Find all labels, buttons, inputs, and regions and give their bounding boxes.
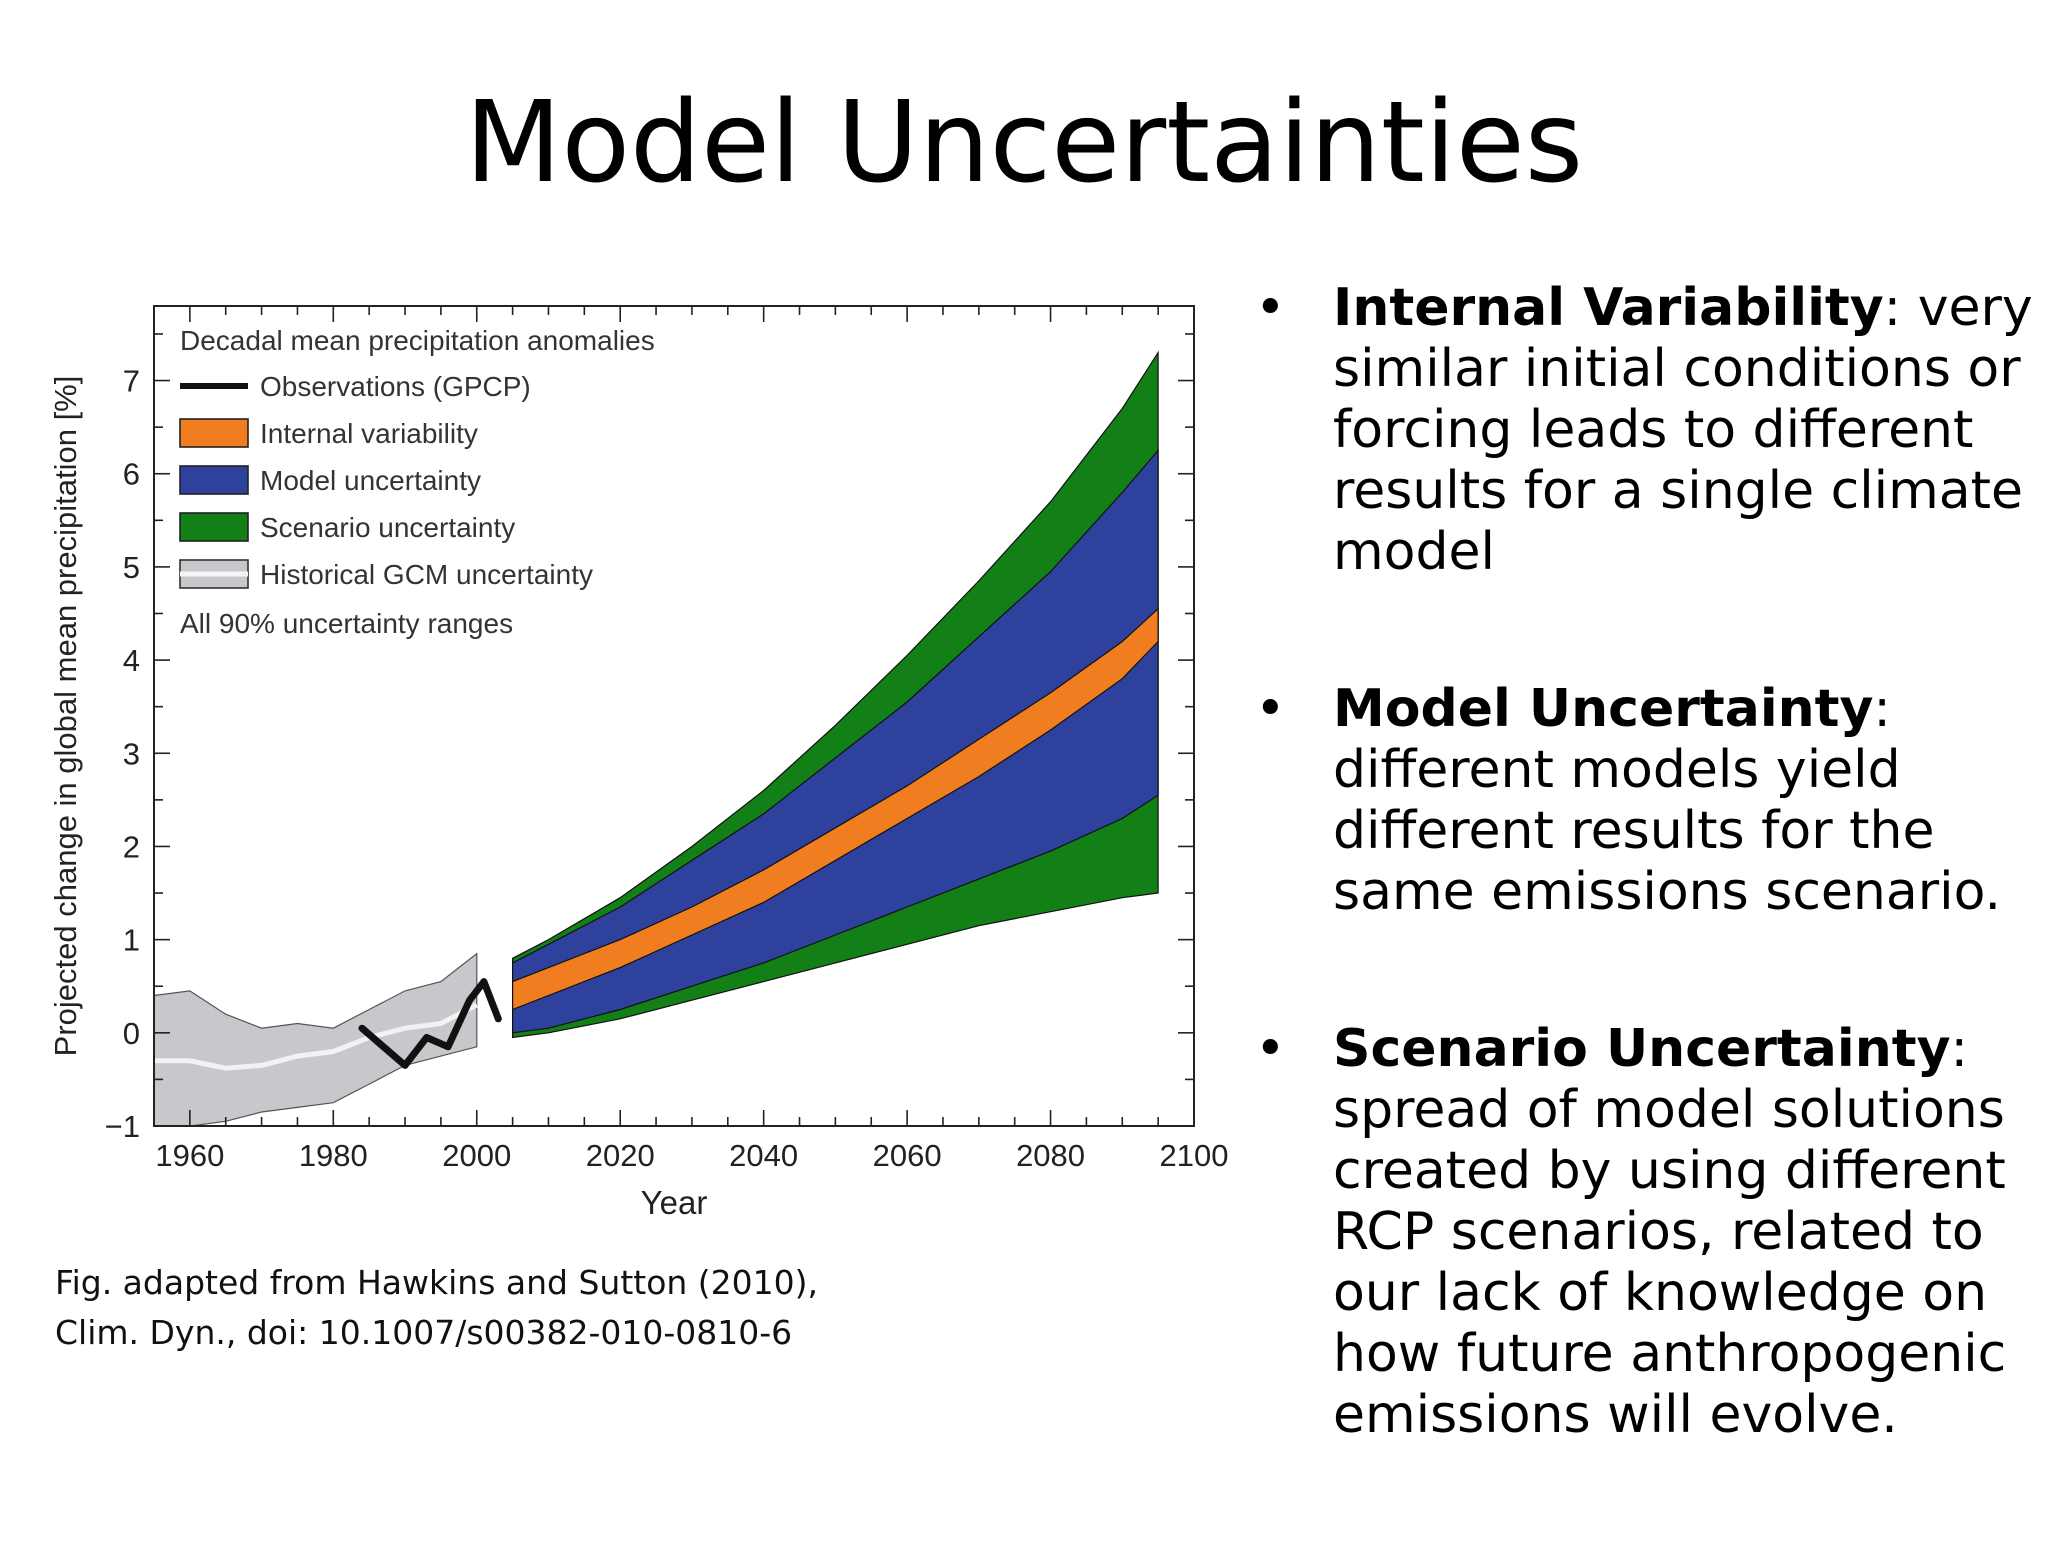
bullet-dot: • [1255,679,1286,739]
legend-swatch-box [179,418,249,448]
x-tick-label: 1960 [155,1138,224,1173]
y-tick-label: 0 [123,1016,140,1051]
plot-frame [153,305,1195,1127]
slide-title: Model Uncertainties [464,78,1584,208]
legend-label: Observations (GPCP) [260,371,531,402]
y-tick-label: 4 [123,643,140,678]
bullet-term: Scenario Uncertainty [1333,1019,1951,1079]
y-tick-label: 5 [123,550,140,585]
bullet-list: • Internal Variability: very similar ini… [1245,278,2035,1542]
bullet-internal-variability: • Internal Variability: very similar ini… [1245,278,2035,583]
y-tick-label: 2 [123,829,140,864]
model-uncertainty-band [512,448,1159,1034]
bullet-separator: : [1883,278,1902,338]
bullet-term: Model Uncertainty [1333,679,1874,739]
caption-line-2: Clim. Dyn., doi: 10.1007/s00382-010-0810… [55,1313,793,1352]
precipitation-chart: 1960 1980 2000 2020 2040 2060 2080 2100 −1 0 1 2 3 4 5… [48,305,1229,1221]
bullet-dot: • [1255,1019,1286,1079]
bullet-text: very similar initial conditions or forci… [1333,278,2033,582]
x-tick-label: 2060 [873,1138,942,1173]
x-tick-label: 2020 [586,1138,655,1173]
legend-swatch-box [179,512,249,542]
x-tick-label: 2040 [729,1138,798,1173]
x-axis-label: Year [641,1184,708,1221]
x-tick-label: 2080 [1016,1138,1085,1173]
legend-label: Historical GCM uncertainty [260,559,593,590]
bullet-separator: : [1950,1019,1969,1079]
x-tick-label: 2100 [1160,1138,1229,1173]
caption-line-1: Fig. adapted from Hawkins and Sutton (20… [55,1263,819,1302]
y-tick-label: 6 [123,457,140,492]
x-tick-label: 2000 [442,1138,511,1173]
chart-container: 1960 1980 2000 2020 2040 2060 2080 2100 −1 0 1 2 3 4 5… [30,290,1270,1230]
y-tick-label: −1 [105,1109,140,1144]
figure-caption: Fig. adapted from Hawkins and Sutton (20… [55,1258,818,1358]
internal-variability-band [512,607,1159,1011]
bullet-dot: • [1255,278,1286,338]
bullet-term: Internal Variability [1333,278,1884,338]
bullet-text: spread of model solutions created by usi… [1333,1080,2007,1445]
bullet-separator: : [1873,679,1891,739]
bullet-model-uncertainty: • Model Uncertainty: different models yi… [1245,679,2035,923]
chart-title: Decadal mean precipitation anomalies [180,325,655,356]
historical-mean-line [154,1002,478,1071]
legend-label: Internal variability [260,418,478,449]
legend-note: All 90% uncertainty ranges [180,608,513,639]
x-tick-label: 1980 [299,1138,368,1173]
legend-label: Scenario uncertainty [260,512,515,543]
y-tick-label: 1 [123,923,140,958]
observations-line [358,978,502,1069]
legend-label: Model uncertainty [260,465,481,496]
y-tick-label: 7 [123,364,140,399]
bullet-scenario-uncertainty: • Scenario Uncertainty: spread of model … [1245,1019,2035,1446]
legend-swatch-box [179,465,249,495]
historical-gcm-band [153,952,478,1127]
y-tick-label: 3 [123,736,140,771]
bullet-text: different models yield different results… [1333,740,2002,922]
y-axis-label: Projected change in global mean precipit… [48,376,83,1057]
